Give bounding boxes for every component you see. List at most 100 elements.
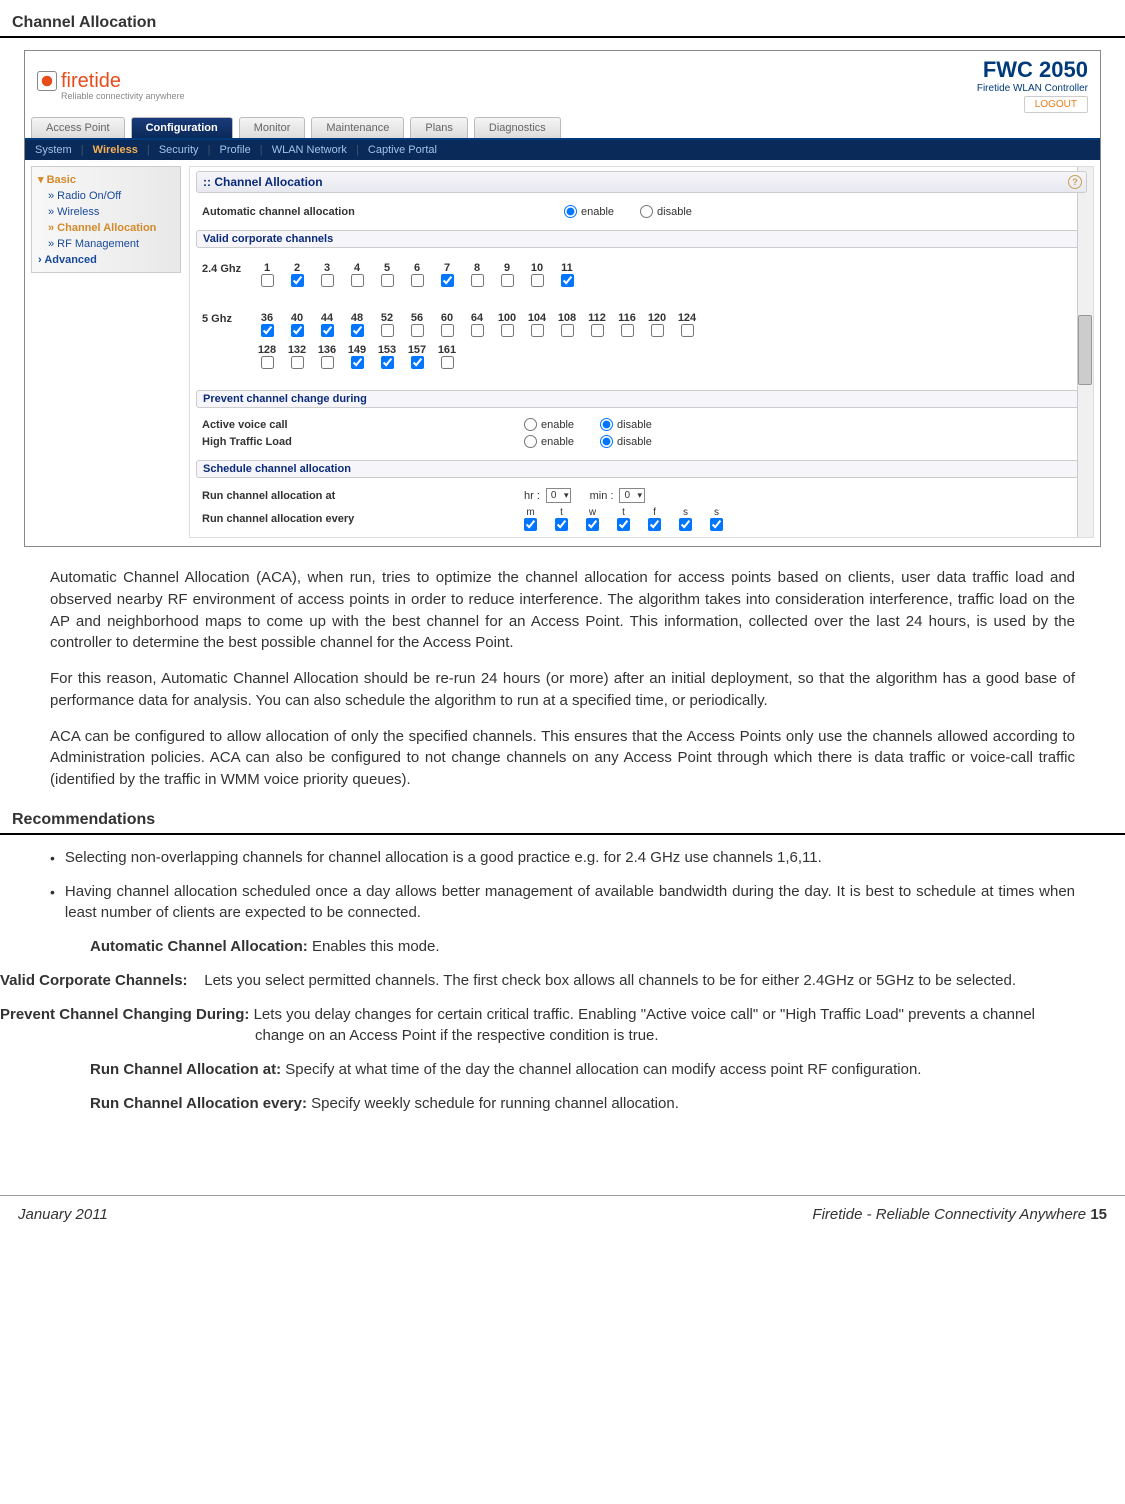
channel-number: 120 [642, 312, 672, 324]
prevent-disable[interactable]: disable [600, 418, 652, 431]
day-checkbox[interactable]: w [586, 507, 599, 531]
channel-checkbox[interactable] [282, 324, 312, 340]
hour-select[interactable]: 0 [546, 488, 572, 503]
channel-checkbox[interactable] [312, 274, 342, 290]
sub-tab-system[interactable]: System [35, 144, 72, 156]
flame-icon [37, 71, 57, 91]
channel-checkbox[interactable] [282, 356, 312, 372]
channel-checkbox[interactable] [462, 324, 492, 340]
channel-checkbox[interactable] [672, 324, 702, 340]
sidebar-item[interactable]: » Wireless [34, 204, 178, 220]
channel-checkbox[interactable] [462, 274, 492, 290]
sub-tab-profile[interactable]: Profile [220, 144, 251, 156]
channel-number: 108 [552, 312, 582, 324]
main-tab-bar: Access Point Configuration MonitorMaintena… [25, 117, 1100, 140]
auto-alloc-label: Automatic channel allocation [202, 206, 402, 218]
channel-checkbox[interactable] [432, 356, 462, 372]
prevent-enable[interactable]: enable [524, 418, 574, 431]
channel-number: 116 [612, 312, 642, 324]
channel-number: 40 [282, 312, 312, 324]
channel-checkbox[interactable] [342, 274, 372, 290]
channel-number: 8 [462, 262, 492, 274]
prevent-disable[interactable]: disable [600, 435, 652, 448]
sub-tab-wireless[interactable]: Wireless [93, 144, 138, 156]
valid-channels-header: Valid corporate channels [196, 230, 1087, 248]
channel-checkbox[interactable] [492, 274, 522, 290]
channel-checkbox[interactable] [252, 274, 282, 290]
channel-number: 10 [522, 262, 552, 274]
run-at-label: Run channel allocation at [202, 490, 402, 502]
prevent-enable[interactable]: enable [524, 435, 574, 448]
main-tab-configuration[interactable]: Configuration [131, 117, 233, 138]
page-footer: January 2011 Firetide - Reliable Connect… [0, 1195, 1125, 1227]
channel-checkbox[interactable] [432, 324, 462, 340]
help-icon[interactable]: ? [1068, 175, 1082, 189]
channel-number: 11 [552, 262, 582, 274]
day-checkbox[interactable]: s [710, 507, 723, 531]
sidebar-item[interactable]: » RF Management [34, 236, 178, 252]
sidebar-item[interactable]: » Channel Allocation [34, 220, 178, 236]
sub-tab-security[interactable]: Security [159, 144, 199, 156]
day-checkbox[interactable]: t [555, 507, 568, 531]
channel-checkbox[interactable] [252, 356, 282, 372]
channel-number: 153 [372, 344, 402, 356]
channel-checkbox[interactable] [582, 324, 612, 340]
channel-checkbox[interactable] [372, 324, 402, 340]
prevent-header: Prevent channel change during [196, 390, 1087, 408]
channel-checkbox[interactable] [402, 324, 432, 340]
day-checkbox[interactable]: m [524, 507, 537, 531]
main-tab-monitor[interactable]: Monitor [239, 117, 306, 138]
product-badge: FWC 2050 Firetide WLAN Controller LOGOUT [977, 57, 1088, 113]
channel-checkbox[interactable] [312, 324, 342, 340]
channel-number: 60 [432, 312, 462, 324]
channel-number: 36 [252, 312, 282, 324]
channel-checkbox[interactable] [552, 324, 582, 340]
channel-checkbox[interactable] [282, 274, 312, 290]
main-tab-maintenance[interactable]: Maintenance [311, 117, 404, 138]
channel-checkbox[interactable] [342, 356, 372, 372]
channel-checkbox[interactable] [522, 324, 552, 340]
channel-checkbox[interactable] [402, 274, 432, 290]
channel-checkbox[interactable] [342, 324, 372, 340]
channel-number: 2 [282, 262, 312, 274]
band-24-label: 2.4 Ghz [202, 262, 252, 275]
rec-bullet-2: •Having channel allocation scheduled onc… [0, 881, 1125, 925]
main-tab-plans[interactable]: Plans [410, 117, 468, 138]
channel-checkbox[interactable] [642, 324, 672, 340]
channel-checkbox[interactable] [492, 324, 522, 340]
channel-number: 136 [312, 344, 342, 356]
channel-checkbox[interactable] [312, 356, 342, 372]
channel-checkbox[interactable] [372, 274, 402, 290]
minute-select[interactable]: 0 [619, 488, 645, 503]
channel-checkbox[interactable] [612, 324, 642, 340]
channel-number: 112 [582, 312, 612, 324]
sub-tab-wlan-network[interactable]: WLAN Network [272, 144, 347, 156]
channel-number: 161 [432, 344, 462, 356]
firetide-logo: firetide [37, 70, 185, 93]
sidebar-advanced-header[interactable]: › Advanced [34, 252, 178, 268]
channel-checkbox[interactable] [432, 274, 462, 290]
channel-checkbox[interactable] [252, 324, 282, 340]
day-checkbox[interactable]: s [679, 507, 692, 531]
rec-bullet-1: •Selecting non-overlapping channels for … [0, 847, 1125, 869]
channel-checkbox[interactable] [372, 356, 402, 372]
schedule-header: Schedule channel allocation [196, 460, 1087, 478]
main-tab-diagnostics[interactable]: Diagnostics [474, 117, 561, 138]
channel-number: 48 [342, 312, 372, 324]
day-checkbox[interactable]: t [617, 507, 630, 531]
sub-tab-captive-portal[interactable]: Captive Portal [368, 144, 437, 156]
logo-tagline: Reliable connectivity anywhere [61, 91, 185, 101]
sidebar-basic-header[interactable]: ▾ Basic [34, 171, 178, 188]
logout-button[interactable]: LOGOUT [1024, 96, 1088, 113]
channel-number: 157 [402, 344, 432, 356]
main-tab-access-point[interactable]: Access Point [31, 117, 125, 138]
channel-number: 9 [492, 262, 522, 274]
channel-checkbox[interactable] [522, 274, 552, 290]
sidebar-item[interactable]: » Radio On/Off [34, 188, 178, 204]
auto-alloc-enable[interactable]: enable [564, 205, 614, 218]
channel-checkbox[interactable] [552, 274, 582, 290]
scrollbar[interactable] [1077, 167, 1093, 537]
channel-checkbox[interactable] [402, 356, 432, 372]
day-checkbox[interactable]: f [648, 507, 661, 531]
auto-alloc-disable[interactable]: disable [640, 205, 692, 218]
